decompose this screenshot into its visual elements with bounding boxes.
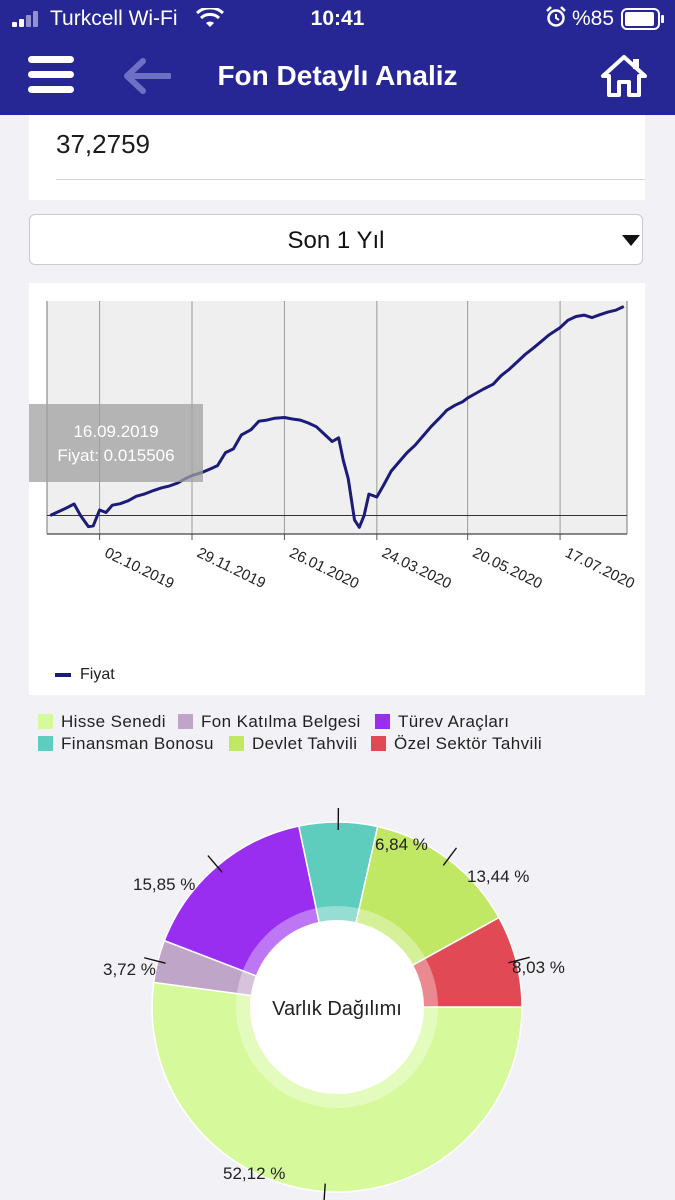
fund-info-card: 37,2759 [29, 115, 645, 200]
carrier-label: Turkcell Wi-Fi [50, 7, 178, 30]
top-bar: Turkcell Wi-Fi 10:41 %85 Fon Detaylı Ana… [0, 0, 675, 115]
legend-label: Devlet Tahvili [252, 734, 358, 753]
slice-leader [508, 956, 530, 964]
back-arrow-icon[interactable] [121, 58, 171, 94]
slice-label-hisse-senedi: 52,12 % [223, 1164, 286, 1183]
battery-percent: %85 [572, 7, 615, 30]
signal-icon [12, 11, 38, 27]
slice-leader [144, 957, 166, 964]
donut-svg[interactable] [0, 790, 675, 1200]
donut-center-label: Varlık Dağılımı [272, 998, 402, 1020]
clock: 10:41 [310, 7, 365, 30]
chart-tooltip: 16.09.2019 Fiyat: 0.015506 [29, 404, 203, 482]
period-dropdown[interactable]: Son 1 Yıl [29, 214, 643, 265]
tooltip-date: 16.09.2019 [73, 422, 159, 441]
divider [56, 179, 645, 180]
period-selected-value: Son 1 Yıl [287, 227, 385, 254]
x-tick-label: 02.10.2019 [102, 544, 177, 592]
slice-leader [323, 1183, 326, 1200]
slice-leader [442, 847, 458, 866]
dropdown-caret-icon [622, 235, 640, 246]
menu-icon[interactable] [28, 56, 74, 94]
slice-label-ozel-sektor-tahvili: 8,03 % [512, 958, 565, 977]
tooltip-value: Fiyat: 0.015506 [57, 446, 175, 465]
legend-swatch [38, 714, 53, 729]
page-title: Fon Detaylı Analiz [217, 60, 458, 91]
legend-swatch [371, 736, 386, 751]
wifi-icon [196, 8, 224, 27]
price-value: 37,2759 [56, 129, 150, 159]
x-tick-label: 24.03.2020 [379, 544, 454, 592]
slice-label-fon-katilma-belgesi: 3,72 % [103, 960, 156, 979]
status-bar: Turkcell Wi-Fi 10:41 %85 [0, 0, 675, 38]
slice-label-turev-araclari: 15,85 % [133, 875, 196, 894]
slice-label-devlet-tahvili: 13,44 % [467, 867, 530, 886]
legend-label: Hisse Senedi [61, 712, 166, 731]
series-line-fiyat[interactable] [49, 305, 625, 529]
home-icon[interactable] [600, 54, 648, 98]
price-chart-card: 02.10.2019 29.11.2019 26.01.2020 24.03.2020… [29, 283, 645, 695]
legend-label: Özel Sektör Tahvili [394, 734, 543, 753]
slice-label-finansman-bonosu: 6,84 % [375, 835, 428, 854]
alarm-icon [546, 6, 566, 27]
x-tick-label: 29.11.2019 [194, 544, 268, 592]
legend-swatch-fiyat [55, 673, 71, 677]
slice-leader [207, 855, 223, 873]
legend-swatch [375, 714, 390, 729]
x-tick-label: 26.01.2020 [287, 544, 362, 592]
legend-label: Türev Araçları [398, 712, 510, 731]
asset-donut-chart: 52,12 % 3,72 % 15,85 % 6,84 % 13,44 % 8,… [0, 790, 675, 1200]
x-tick-label: 20.05.2020 [470, 544, 545, 592]
price-line-chart[interactable]: 02.10.2019 29.11.2019 26.01.2020 24.03.2020… [29, 283, 645, 695]
legend-label: Fon Katılma Belgesi [201, 712, 361, 731]
legend-swatch [229, 736, 244, 751]
legend-label-fiyat: Fiyat [80, 666, 115, 683]
x-tick-label: 17.07.2020 [562, 544, 637, 592]
battery-icon [621, 8, 664, 30]
donut-hole [250, 920, 424, 1094]
legend-swatch [178, 714, 193, 729]
legend-swatch [38, 736, 53, 751]
legend-label: Finansman Bonosu [61, 734, 214, 753]
